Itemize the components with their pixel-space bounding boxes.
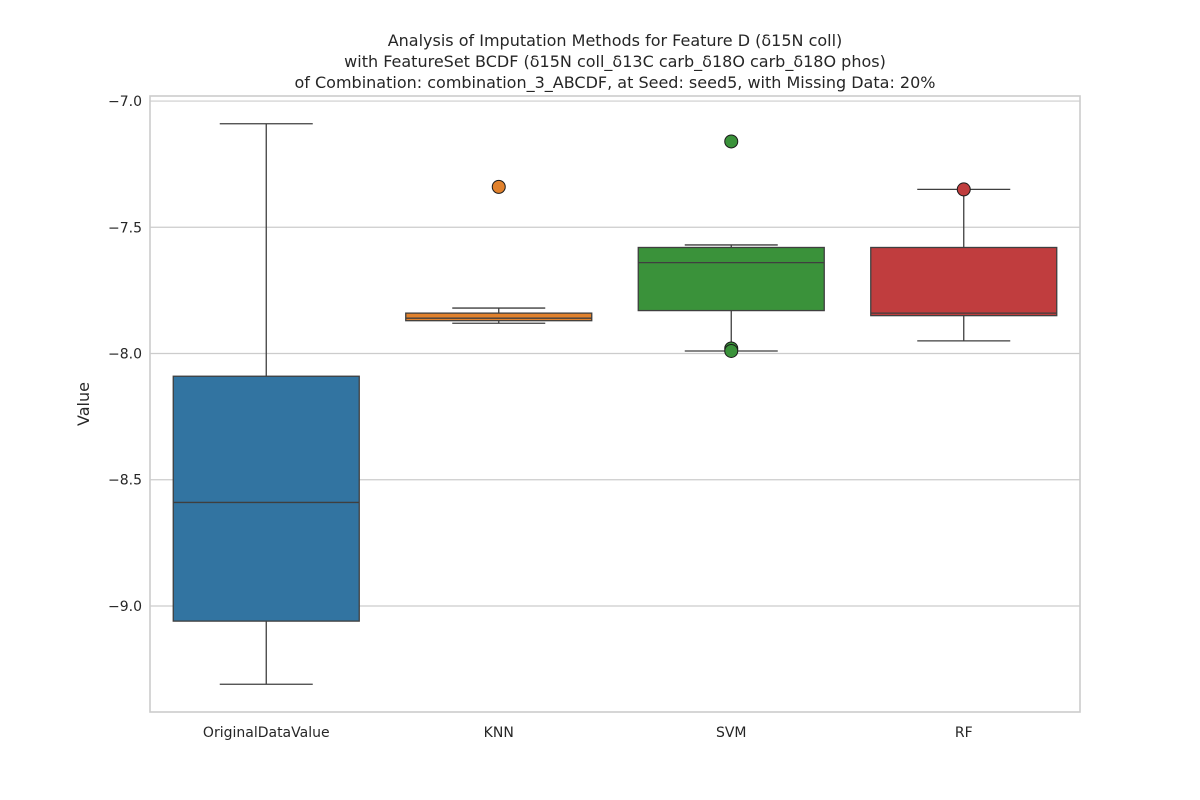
outlier-point [956, 182, 971, 197]
y-tick-label: −8.0 [108, 347, 142, 363]
outlier-point [491, 179, 506, 194]
box-iqr [405, 312, 593, 322]
x-tick-label: KNN [484, 725, 514, 741]
x-tick-label: SVM [716, 725, 747, 741]
box-group [172, 123, 360, 685]
box-iqr [637, 246, 825, 312]
y-tick-label: −7.0 [108, 94, 142, 110]
y-tick-label: −7.5 [108, 220, 142, 236]
box-group [405, 179, 593, 324]
y-tick-label: −9.0 [108, 599, 142, 615]
x-tick-label: RF [955, 725, 973, 741]
y-tick-label: −8.5 [108, 473, 142, 489]
box-iqr [870, 246, 1058, 317]
y-axis-label: Value [74, 382, 93, 426]
boxes [172, 123, 1058, 685]
chart-title-line-2: with FeatureSet BCDF (δ15N coll_δ13C car… [344, 52, 886, 72]
x-tick-label: OriginalDataValue [203, 725, 330, 741]
outlier-point [724, 343, 739, 358]
chart-title-line-3: of Combination: combination_3_ABCDF, at … [295, 73, 936, 93]
x-tick-labels: OriginalDataValue KNN SVM RF [203, 725, 973, 741]
box-group [870, 182, 1058, 342]
chart-title: Analysis of Imputation Methods for Featu… [295, 31, 936, 93]
box-iqr [172, 375, 360, 622]
plot-frame [149, 95, 1081, 713]
y-tick-labels: −7.0 −7.5 −8.0 −8.5 −9.0 [108, 94, 142, 615]
outlier-point [724, 134, 739, 149]
chart-title-line-1: Analysis of Imputation Methods for Featu… [388, 31, 843, 50]
box-group [637, 134, 825, 358]
